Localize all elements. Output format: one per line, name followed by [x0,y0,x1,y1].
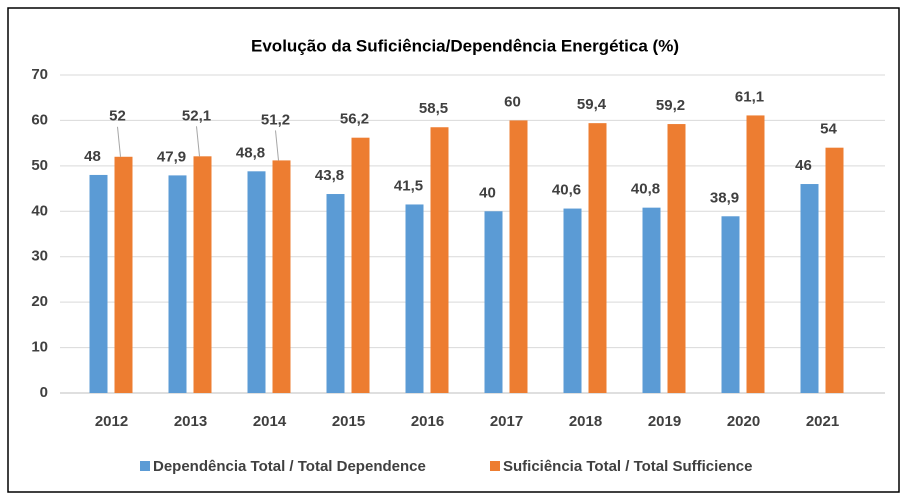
data-label: 54 [820,121,837,138]
data-label: 41,5 [394,177,423,194]
x-tick-label: 2019 [648,413,681,430]
data-label: 46 [795,157,812,174]
bar [721,216,740,393]
data-label: 60 [504,93,521,110]
bar [405,204,424,393]
leader-line [117,126,121,157]
data-label: 59,4 [577,96,607,113]
data-label: 56,2 [340,111,369,128]
y-tick-label: 30 [31,248,48,265]
bar [746,115,765,393]
legend-label: Suficiência Total / Total Sufficience [503,458,753,475]
bar [563,208,582,393]
chart-title: Evolução da Suficiência/Dependência Ener… [251,36,679,55]
y-tick-label: 60 [31,111,48,128]
y-tick-label: 20 [31,293,48,310]
data-label: 38,9 [710,189,739,206]
x-tick-label: 2014 [253,413,287,430]
data-label: 52 [109,108,126,125]
legend-label: Dependência Total / Total Dependence [153,458,426,475]
data-label: 58,5 [419,100,448,117]
data-label: 61,1 [735,88,764,105]
x-tick-label: 2012 [95,413,128,430]
x-tick-label: 2015 [332,413,365,430]
data-label: 40,6 [552,182,581,199]
x-tick-label: 2016 [411,413,444,430]
x-tick-label: 2013 [174,413,207,430]
data-label: 48,8 [236,144,265,161]
data-label: 40 [479,184,496,201]
bar [825,147,844,393]
y-tick-label: 10 [31,339,48,356]
y-tick-label: 0 [40,384,48,401]
data-label: 48 [84,148,101,165]
y-tick-label: 50 [31,157,48,174]
bar [247,171,266,393]
bar [642,207,661,393]
leader-line [275,130,279,161]
data-label: 43,8 [315,167,344,184]
x-tick-label: 2017 [490,413,523,430]
x-tick-label: 2021 [806,413,839,430]
bar [667,124,686,393]
bar [484,211,503,393]
chart-frame [7,7,900,493]
y-tick-label: 70 [31,66,48,83]
y-tick-label: 40 [31,202,48,219]
bar [430,127,449,393]
bar [168,175,187,393]
leader-line [196,126,200,157]
bar [114,156,133,393]
legend-swatch [140,461,150,471]
legend-swatch [490,461,500,471]
x-tick-label: 2020 [727,413,760,430]
bar [800,184,819,393]
bar [351,137,370,393]
bar [588,123,607,393]
bar [272,160,291,393]
bar [326,194,345,393]
bar [509,120,528,393]
bar [193,156,212,393]
data-label: 40,8 [631,181,660,198]
x-tick-label: 2018 [569,413,602,430]
bar [89,174,108,393]
data-label: 51,2 [261,111,290,128]
data-label: 47,9 [157,148,186,165]
data-label: 52,1 [182,107,211,124]
data-label: 59,2 [656,97,685,114]
